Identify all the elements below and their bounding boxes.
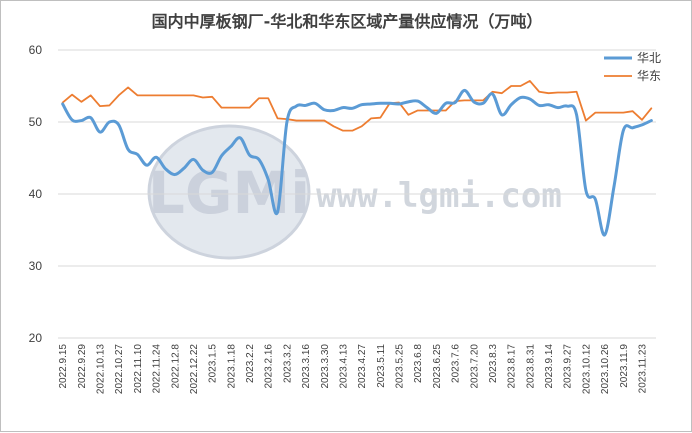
x-tick-label: 2023.3.2 — [282, 344, 293, 383]
x-tick-label: 2023.9.27 — [563, 344, 574, 389]
watermark-url-text: www.lgmi.com — [316, 176, 562, 216]
x-tick-label: 2022.9.15 — [58, 344, 69, 389]
x-tick-label: 2022.10.13 — [96, 344, 107, 394]
x-tick-label: 2022.9.29 — [77, 344, 88, 389]
x-tick-label: 2023.11.9 — [619, 344, 630, 388]
x-tick-label: 2023.6.8 — [413, 344, 424, 383]
x-tick-label: 2022.11.24 — [152, 344, 163, 394]
watermark: LGMi www.lgmi.com — [147, 124, 562, 260]
series-layer — [61, 80, 653, 237]
x-tick-label: 2023.7.20 — [469, 344, 480, 389]
x-tick-label: 2023.4.13 — [338, 344, 349, 389]
y-tick-label: 20 — [29, 331, 43, 345]
x-tick-label: 2023.9.14 — [544, 344, 555, 389]
x-tick-label: 2023.5.11 — [376, 344, 387, 388]
series-line-1 — [61, 80, 653, 132]
grid-layer — [58, 49, 656, 339]
x-axis-ticks: 2022.9.15 2022.9.29 2022.10.13 2022.10.27 20… — [58, 344, 648, 394]
x-tick-label: 2023.3.16 — [301, 344, 312, 389]
y-tick-label: 40 — [29, 187, 43, 201]
series-line-0 — [61, 88, 653, 237]
x-tick-label: 2022.12.22 — [189, 344, 200, 394]
x-tick-label: 2023.6.25 — [432, 344, 443, 389]
x-tick-label: 2022.12.8 — [170, 344, 181, 389]
watermark-globe — [149, 126, 309, 258]
x-tick-label: 2023.2.16 — [264, 344, 275, 389]
x-tick-label: 2023.5.25 — [395, 344, 406, 389]
x-tick-label: 2023.1.18 — [226, 344, 237, 389]
x-tick-label: 2023.8.31 — [525, 344, 536, 389]
x-tick-label: 2023.4.27 — [357, 344, 368, 389]
watermark-globe-ring — [147, 124, 311, 260]
legend-label-0: 华北 — [637, 51, 661, 65]
y-tick-label: 30 — [29, 259, 43, 273]
y-tick-label: 60 — [29, 43, 43, 57]
x-tick-label: 2023.1.5 — [208, 344, 219, 383]
x-tick-label: 2023.10.26 — [600, 344, 611, 394]
watermark-logo-text: LGMi — [148, 159, 310, 227]
x-tick-label: 2023.2.2 — [245, 344, 256, 383]
x-tick-label: 2023.3.30 — [320, 344, 331, 389]
x-tick-label: 2022.10.27 — [114, 344, 125, 394]
y-axis-ticks: 20 30 40 50 60 — [29, 43, 43, 345]
x-tick-label: 2023.8.3 — [488, 344, 499, 383]
y-tick-label: 50 — [29, 115, 43, 129]
x-tick-label: 2023.10.12 — [581, 344, 592, 394]
x-tick-label: 2022.11.10 — [133, 344, 144, 394]
x-tick-label: 2023.7.6 — [451, 344, 462, 383]
x-tick-label: 2023.8.17 — [507, 344, 518, 389]
legend-label-1: 华东 — [637, 69, 661, 83]
x-tick-label: 2023.11.23 — [637, 344, 648, 394]
chart-title: 国内中厚板钢厂-华北和华东区域产量供应情况（万吨） — [152, 12, 543, 31]
